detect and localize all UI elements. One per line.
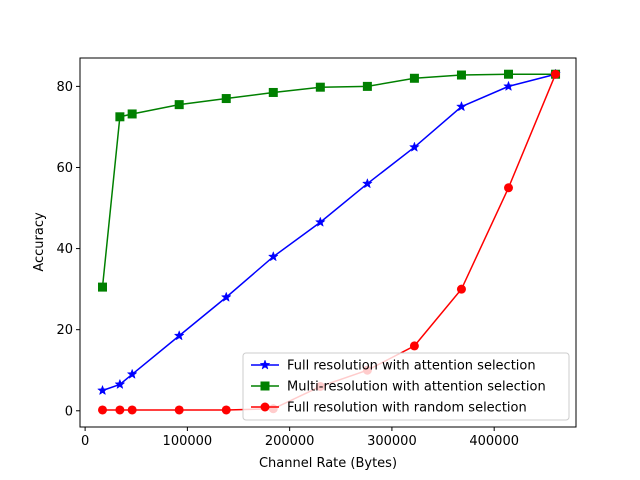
series-2	[97, 69, 561, 292]
y-tick-label: 0	[65, 404, 73, 419]
x-tick-label: 400000	[469, 434, 519, 449]
data-point	[97, 282, 107, 292]
data-point	[267, 250, 279, 262]
data-point	[115, 405, 125, 415]
legend-item: Full resolution with random selection	[251, 401, 527, 416]
y-tick-label: 20	[56, 323, 73, 338]
legend-marker	[260, 402, 270, 412]
legend-item: Full resolution with attention selection	[251, 359, 536, 374]
data-point	[551, 69, 561, 79]
legend-marker	[260, 381, 270, 391]
data-point	[126, 368, 138, 379]
y-tick-label: 60	[56, 161, 73, 176]
data-point	[220, 291, 232, 302]
legend-label: Multi-resolution with attention selectio…	[287, 380, 546, 395]
series-layer	[97, 68, 561, 415]
data-point	[361, 177, 373, 189]
data-point	[315, 82, 325, 92]
data-point	[268, 87, 278, 97]
x-axis-ticks: 0 100000 200000 300000 400000	[81, 427, 519, 449]
data-point	[97, 384, 108, 396]
y-tick-label: 80	[56, 80, 73, 95]
data-point	[456, 284, 466, 294]
data-point	[503, 80, 514, 92]
data-point	[173, 330, 185, 341]
legend: Full resolution with attention selection…	[242, 352, 570, 421]
data-point	[114, 378, 126, 390]
x-tick-label: 200000	[265, 434, 315, 449]
data-point	[408, 141, 420, 152]
series-1	[97, 68, 561, 396]
data-point	[221, 405, 231, 415]
data-point	[174, 100, 184, 110]
data-point	[504, 69, 514, 79]
data-point	[115, 112, 125, 122]
data-point	[456, 100, 467, 112]
data-point	[504, 183, 514, 193]
y-tick-label: 40	[56, 242, 73, 257]
data-point	[409, 73, 419, 83]
x-axis-title: Channel Rate (Bytes)	[259, 456, 397, 471]
data-point	[362, 81, 372, 91]
x-tick-label: 300000	[367, 434, 417, 449]
legend-label: Full resolution with random selection	[287, 401, 527, 416]
y-axis-ticks: 0 20 40 60 80	[56, 80, 80, 419]
data-point	[409, 341, 419, 351]
series-line	[101, 73, 556, 288]
data-point	[314, 216, 326, 227]
legend-marker	[259, 359, 271, 370]
data-point	[174, 405, 184, 415]
x-tick-label: 0	[81, 434, 89, 449]
legend-label: Full resolution with attention selection	[287, 359, 536, 374]
data-point	[97, 405, 107, 415]
y-axis-title: Accuracy	[32, 212, 47, 272]
data-point	[127, 109, 137, 119]
data-point	[127, 405, 137, 415]
x-tick-label: 100000	[163, 434, 213, 449]
data-point	[456, 70, 466, 80]
legend-item: Multi-resolution with attention selectio…	[251, 380, 546, 395]
data-point	[221, 94, 231, 104]
plot-frame	[79, 57, 577, 428]
legend-box	[242, 352, 570, 421]
